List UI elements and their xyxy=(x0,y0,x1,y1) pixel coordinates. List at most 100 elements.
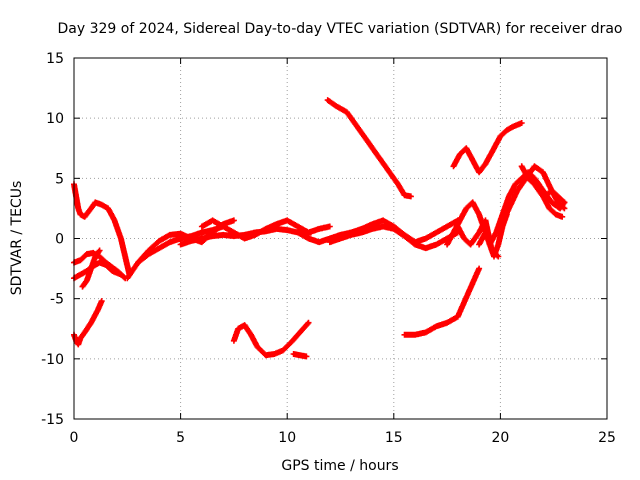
data-point xyxy=(477,243,481,246)
data-point xyxy=(158,239,161,243)
data-point xyxy=(79,213,82,216)
data-point xyxy=(520,165,523,168)
x-axis-label: GPS time / hours xyxy=(281,458,398,474)
data-point xyxy=(445,243,449,246)
data-point xyxy=(104,263,108,267)
data-point xyxy=(286,228,289,232)
data-point xyxy=(467,291,470,294)
data-point xyxy=(77,343,80,346)
data-point xyxy=(286,219,289,222)
data-point xyxy=(499,135,502,138)
data-point xyxy=(471,201,474,204)
data-point xyxy=(158,246,161,250)
data-point xyxy=(556,201,560,204)
data-point xyxy=(264,354,268,357)
data-point xyxy=(550,201,553,204)
data-point xyxy=(119,273,123,276)
data-point xyxy=(89,321,93,324)
data-point xyxy=(256,345,259,348)
data-point xyxy=(89,267,93,270)
data-point xyxy=(445,321,449,324)
series-trace-15 xyxy=(401,265,483,338)
x-tick-label: 0 xyxy=(70,430,79,446)
series-trace-19 xyxy=(450,120,525,176)
data-point xyxy=(179,232,182,235)
data-point xyxy=(424,237,427,240)
data-point xyxy=(403,234,406,238)
data-point xyxy=(492,147,496,150)
data-point xyxy=(533,165,536,168)
data-point xyxy=(292,352,295,356)
series-trace-23 xyxy=(529,175,568,206)
data-point xyxy=(371,147,374,150)
data-point xyxy=(381,219,385,222)
data-point xyxy=(335,104,338,108)
data-point xyxy=(435,243,438,246)
data-point xyxy=(381,225,385,228)
data-point xyxy=(452,231,455,234)
data-point xyxy=(232,339,236,342)
data-point xyxy=(243,237,246,240)
y-tick-label: 10 xyxy=(46,111,64,127)
data-point xyxy=(111,269,114,273)
data-point xyxy=(307,237,310,240)
data-point xyxy=(512,125,515,128)
data-point xyxy=(81,285,84,288)
data-point xyxy=(499,225,502,228)
data-point xyxy=(77,207,80,210)
data-point xyxy=(179,237,182,240)
data-point xyxy=(124,255,127,258)
data-point xyxy=(492,255,496,258)
data-point xyxy=(371,222,374,226)
y-tick-label: -15 xyxy=(41,412,64,428)
data-point xyxy=(296,231,300,234)
data-point xyxy=(328,225,331,228)
y-tick-label: -10 xyxy=(41,352,64,368)
data-point xyxy=(298,331,302,334)
data-point xyxy=(505,129,508,132)
data-point xyxy=(339,237,342,240)
series-trace-13 xyxy=(290,351,310,360)
data-point xyxy=(106,207,110,210)
series-markers xyxy=(450,120,525,176)
y-tick-label: 0 xyxy=(55,232,64,248)
data-point xyxy=(563,201,566,204)
data-point xyxy=(494,231,498,234)
data-point xyxy=(550,189,553,192)
data-point xyxy=(345,111,349,114)
data-point xyxy=(541,171,545,174)
series-trace-12 xyxy=(230,319,312,359)
data-point xyxy=(409,195,413,198)
data-point xyxy=(243,323,246,327)
series-trace-04 xyxy=(79,247,103,290)
data-point xyxy=(85,252,89,256)
data-point xyxy=(465,147,468,150)
data-point xyxy=(249,333,253,336)
data-point xyxy=(484,162,487,166)
data-point xyxy=(548,207,551,210)
data-point xyxy=(379,159,383,162)
data-point xyxy=(305,355,308,358)
data-series xyxy=(71,97,568,360)
data-point xyxy=(94,255,97,258)
x-tick-labels: 0 5 10 15 20 25 xyxy=(70,430,616,446)
data-point xyxy=(232,219,236,222)
data-point xyxy=(392,227,395,231)
data-point xyxy=(290,340,293,344)
data-point xyxy=(318,240,321,244)
data-point xyxy=(554,213,557,216)
data-point xyxy=(326,98,329,102)
data-point xyxy=(556,195,560,198)
data-point xyxy=(237,327,240,330)
data-point xyxy=(222,225,225,228)
data-point xyxy=(360,231,363,234)
x-tick-label: 25 xyxy=(598,430,616,446)
data-point xyxy=(445,225,449,228)
series-markers xyxy=(401,265,483,338)
data-point xyxy=(328,240,331,244)
data-point xyxy=(469,243,472,246)
data-point xyxy=(96,309,99,312)
data-point xyxy=(507,195,511,198)
data-point xyxy=(371,227,374,231)
